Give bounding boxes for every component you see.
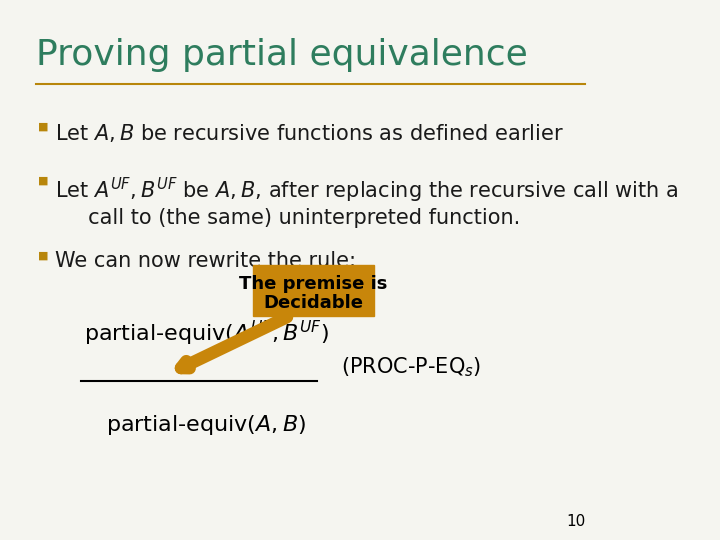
- Text: ■: ■: [38, 176, 48, 186]
- Text: ■: ■: [38, 251, 48, 261]
- Text: 10: 10: [566, 514, 585, 529]
- Text: $\mathrm{partial\text{-}equiv}(A, B)$: $\mathrm{partial\text{-}equiv}(A, B)$: [106, 413, 306, 437]
- Text: $\mathrm{partial\text{-}equiv}(A^{UF}, B^{UF})$: $\mathrm{partial\text{-}equiv}(A^{UF}, B…: [84, 319, 330, 348]
- Text: We can now rewrite the rule:: We can now rewrite the rule:: [55, 251, 356, 271]
- Text: $(\mathrm{PROC\text{-}P\text{-}EQ}_s)$: $(\mathrm{PROC\text{-}P\text{-}EQ}_s)$: [341, 355, 481, 379]
- Text: Let $A^{UF}, B^{UF}$ be $A,B$, after replacing the recursive call with a: Let $A^{UF}, B^{UF}$ be $A,B$, after rep…: [55, 176, 679, 205]
- Text: ■: ■: [38, 122, 48, 132]
- Text: Proving partial equivalence: Proving partial equivalence: [36, 38, 528, 72]
- Text: call to (the same) uninterpreted function.: call to (the same) uninterpreted functio…: [55, 208, 521, 228]
- Text: Let $A,B$ be recursive functions as defined earlier: Let $A,B$ be recursive functions as defi…: [55, 122, 564, 144]
- FancyArrowPatch shape: [181, 317, 287, 368]
- FancyBboxPatch shape: [253, 265, 374, 316]
- Text: Decidable: Decidable: [264, 294, 364, 312]
- Text: The premise is: The premise is: [240, 275, 388, 293]
